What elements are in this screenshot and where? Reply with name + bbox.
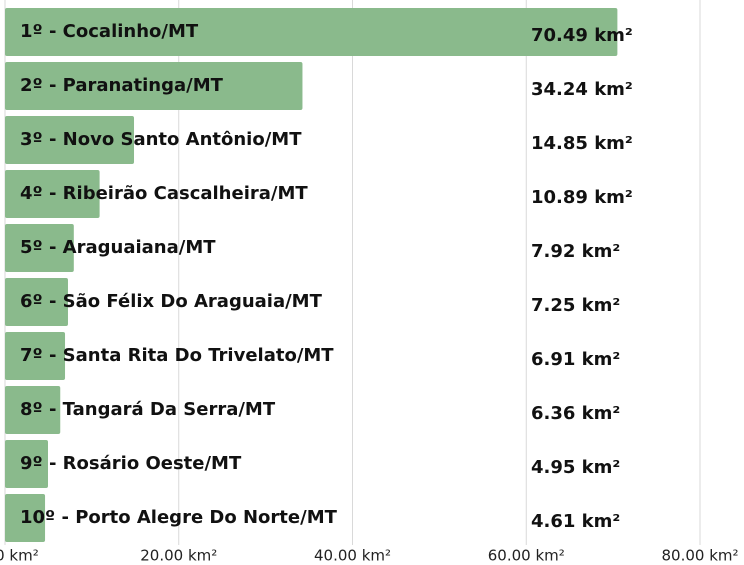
value-label: 14.85 km² <box>531 133 633 154</box>
category-label: 1º - Cocalinho/MT <box>20 21 199 42</box>
bar <box>5 170 100 218</box>
bar <box>5 278 68 326</box>
category-label: 8º - Tangará Da Serra/MT <box>20 399 276 420</box>
value-label: 34.24 km² <box>531 79 633 100</box>
bar <box>5 224 74 272</box>
category-label: 5º - Araguaiana/MT <box>20 237 216 258</box>
value-label: 4.61 km² <box>531 511 620 532</box>
value-label: 7.92 km² <box>531 241 620 262</box>
value-label: 4.95 km² <box>531 457 620 478</box>
bar <box>5 332 66 380</box>
bar <box>5 440 49 488</box>
category-label: 7º - Santa Rita Do Trivelato/MT <box>20 345 334 366</box>
x-tick-label: 80.00 km² <box>661 547 738 565</box>
category-label: 10º - Porto Alegre Do Norte/MT <box>20 507 338 528</box>
value-label: 10.89 km² <box>531 187 633 208</box>
value-label: 7.25 km² <box>531 295 620 316</box>
category-label: 6º - São Félix Do Araguaia/MT <box>20 291 323 312</box>
x-tick-label: 0.00 km² <box>0 547 39 565</box>
bar <box>5 386 61 434</box>
value-label: 6.36 km² <box>531 403 620 424</box>
x-tick-label: 20.00 km² <box>140 547 217 565</box>
value-label: 70.49 km² <box>531 25 633 46</box>
bar <box>5 62 303 110</box>
category-label: 4º - Ribeirão Cascalheira/MT <box>20 183 308 204</box>
category-label: 9º - Rosário Oeste/MT <box>20 453 242 474</box>
bar <box>5 8 618 56</box>
bar <box>5 494 46 542</box>
x-tick-label: 60.00 km² <box>488 547 565 565</box>
value-label: 6.91 km² <box>531 349 620 370</box>
x-tick-label: 40.00 km² <box>314 547 391 565</box>
category-label: 2º - Paranatinga/MT <box>20 75 224 96</box>
category-label: 3º - Novo Santo Antônio/MT <box>20 129 302 150</box>
bar <box>5 116 135 164</box>
